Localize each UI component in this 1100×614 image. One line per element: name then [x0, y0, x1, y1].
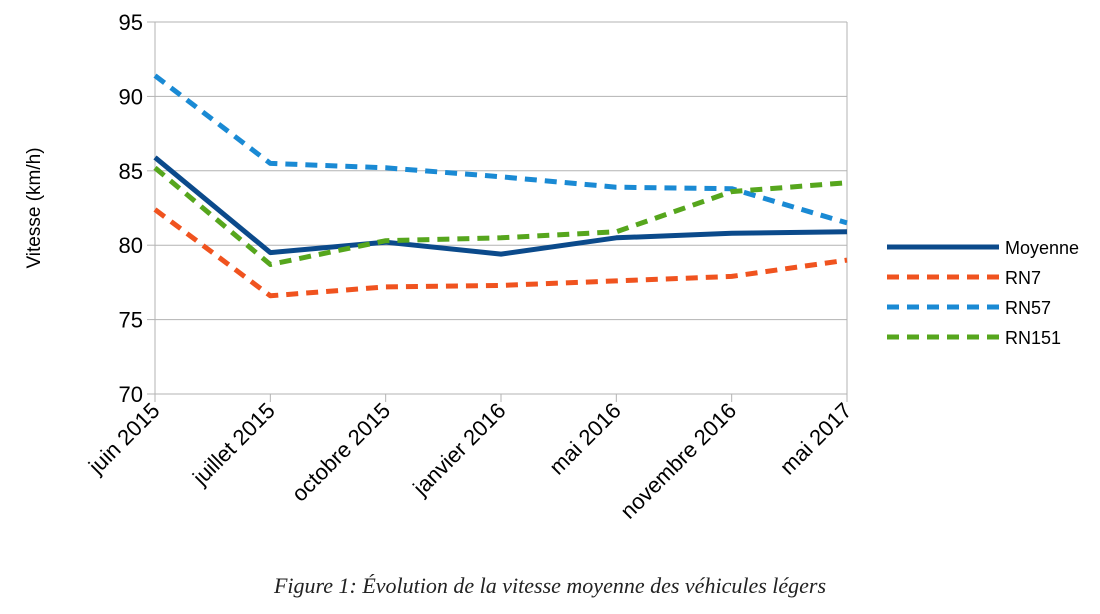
y-tick-label: 75 [119, 308, 143, 333]
axis-labels: 70 75 80 85 90 95 juin 2015 juillet 2015 octobre… [24, 10, 857, 524]
series-line-moyenne [153, 155, 848, 257]
series-lines [153, 73, 848, 299]
axes [147, 21, 848, 402]
series-line-rn7 [153, 207, 848, 299]
legend: Moyenne RN7 RN57 RN151 [887, 238, 1079, 348]
x-tick-label: juillet 2015 [187, 398, 280, 491]
legend-label-moyenne: Moyenne [1005, 238, 1079, 258]
y-tick-label: 80 [119, 233, 143, 258]
legend-label-rn7: RN7 [1005, 268, 1041, 288]
x-tick-label: mai 2016 [544, 398, 626, 480]
y-tick-label: 85 [119, 159, 143, 184]
figure-caption: Figure 1: Évolution de la vitesse moyenn… [273, 573, 827, 598]
x-tick-label: octobre 2015 [287, 398, 395, 506]
series-line-rn151 [153, 165, 848, 267]
y-tick-label: 70 [119, 382, 143, 407]
y-axis-label: Vitesse (km/h) [24, 147, 45, 268]
x-tick-label: janvier 2016 [407, 398, 510, 501]
series-line-rn57 [153, 73, 848, 226]
legend-label-rn151: RN151 [1005, 328, 1061, 348]
y-tick-label: 90 [119, 84, 143, 109]
x-tick-label: novembre 2016 [615, 398, 741, 524]
legend-label-rn57: RN57 [1005, 298, 1051, 318]
grid-lines [155, 21, 847, 395]
x-tick-label: mai 2017 [775, 398, 857, 480]
x-tick-label: juin 2015 [83, 398, 165, 480]
y-tick-label: 95 [119, 10, 143, 35]
